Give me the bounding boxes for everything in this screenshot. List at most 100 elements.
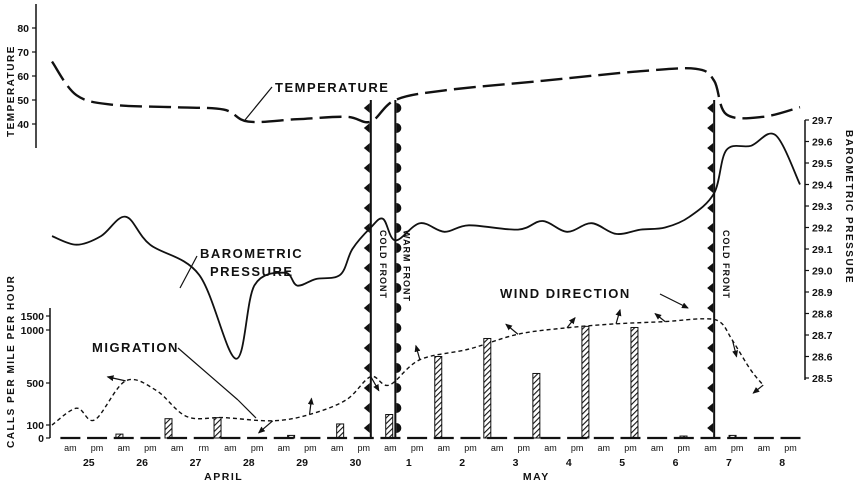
front-symbol	[363, 263, 370, 273]
pressure-tick-label: 29.6	[812, 137, 833, 149]
front-symbol	[707, 283, 714, 293]
pressure-tick-label: 28.8	[812, 309, 833, 321]
x-ampm-label: pm	[464, 443, 477, 453]
front-symbol	[363, 403, 370, 413]
x-ampm-label: pm	[251, 443, 264, 453]
x-date-label: 6	[673, 457, 679, 469]
x-date-label: 26	[136, 457, 148, 469]
pressure-tick-label: 28.6	[812, 352, 833, 364]
x-ampm-label: pm	[144, 443, 157, 453]
wind-arrow	[370, 376, 380, 392]
front-symbol	[396, 343, 402, 353]
front-symbol	[363, 243, 370, 253]
front-symbol	[363, 363, 370, 373]
front-symbol	[363, 323, 370, 333]
pressure-series-label-1: BAROMETRIC	[200, 246, 303, 261]
x-ampm-label: pm	[678, 443, 691, 453]
front-symbol	[707, 383, 714, 393]
migration-label-leader	[177, 347, 239, 401]
pressure-tick-label: 29.0	[812, 266, 833, 278]
front-symbol	[363, 183, 370, 193]
temperature-tick-label: 50	[17, 95, 29, 107]
wind-direction-arrows	[106, 308, 764, 434]
temperature-label-leader	[244, 86, 273, 121]
calls-tick-label: 1000	[21, 325, 45, 337]
front-symbol	[396, 223, 402, 233]
x-ampm-label: am	[544, 443, 557, 453]
front-symbol	[707, 323, 714, 333]
front-label: COLD FRONT	[378, 230, 388, 299]
front-symbol	[363, 203, 370, 213]
front-symbol	[396, 183, 402, 194]
x-ampm-label: am	[384, 443, 397, 453]
pressure-tick-label: 29.1	[812, 244, 833, 256]
x-ampm-label: am	[704, 443, 717, 453]
front-symbol	[363, 423, 370, 433]
pressure-axis-title: BAROMETRIC PRESSURE	[843, 130, 854, 284]
x-date-label: 27	[190, 457, 202, 469]
front-symbol	[396, 283, 402, 293]
front-0: COLD FRONT	[363, 100, 388, 438]
temperature-tick-label: 40	[17, 119, 29, 131]
x-ampm-label: am	[598, 443, 611, 453]
temperature-tick-label: 70	[17, 47, 29, 59]
calls-tick-label: 0	[38, 433, 44, 445]
front-2: COLD FRONT	[707, 100, 731, 438]
x-ampm-label: am	[171, 443, 184, 453]
front-symbol	[363, 123, 370, 133]
calls-tick-label: 100	[26, 420, 44, 432]
x-ampm-label: am	[117, 443, 130, 453]
migration-bar	[385, 414, 394, 439]
front-symbol	[396, 103, 402, 113]
x-ampm-label: pm	[358, 443, 371, 453]
x-date-label: 25	[83, 457, 95, 469]
front-symbol	[396, 303, 402, 313]
migration-series-label: MIGRATION	[92, 340, 179, 355]
wind-arrow	[106, 375, 126, 382]
wind-label-leader	[659, 293, 689, 309]
x-ampm-label: am	[651, 443, 664, 453]
front-symbol	[707, 203, 714, 213]
x-date-label: 30	[350, 457, 362, 469]
calls-tick-label: 500	[26, 378, 44, 390]
wind-arrow	[505, 323, 519, 335]
pressure-tick-label: 29.2	[812, 223, 833, 235]
temperature-tick-label: 60	[17, 71, 29, 83]
x-ampm-label: pm	[784, 443, 797, 453]
pressure-tick-label: 28.7	[812, 330, 833, 342]
x-ampm-label: pm	[731, 443, 744, 453]
front-symbol	[707, 303, 714, 313]
weather-fronts: COLD FRONT WARM FRONT COLD FRONT	[363, 100, 731, 438]
front-symbol	[363, 383, 370, 393]
migration-bar	[532, 372, 541, 439]
x-ampm-label: am	[277, 443, 290, 453]
wind-arrow	[615, 308, 622, 325]
x-date-label: 7	[726, 457, 732, 469]
pressure-label-leader	[179, 255, 198, 289]
migration-bar	[213, 417, 222, 439]
migration-bar	[581, 325, 590, 439]
x-date-label: 5	[619, 457, 625, 469]
front-symbol	[396, 323, 402, 333]
front-symbol	[396, 383, 402, 393]
front-symbol	[707, 423, 714, 433]
front-symbol	[363, 303, 370, 313]
wind-arrow	[654, 312, 666, 323]
temperature-axis-title: TEMPERATURE	[6, 45, 17, 137]
x-ampm-label: pm	[624, 443, 637, 453]
x-month-label: APRIL	[204, 471, 243, 483]
front-symbol	[396, 203, 402, 213]
x-date-label: 28	[243, 457, 255, 469]
pressure-series-line	[51, 132, 801, 360]
front-symbol	[707, 143, 714, 153]
front-symbol	[363, 163, 370, 173]
x-ampm-label: pm	[304, 443, 317, 453]
migration-bar	[483, 337, 492, 439]
migration-bar	[336, 423, 345, 439]
migration-label-leader-2	[237, 399, 257, 419]
x-ampm-label: am	[224, 443, 237, 453]
wind-direction-series-line	[51, 318, 764, 426]
wind-series-label: WIND DIRECTION	[500, 286, 631, 301]
front-symbol	[363, 103, 370, 113]
